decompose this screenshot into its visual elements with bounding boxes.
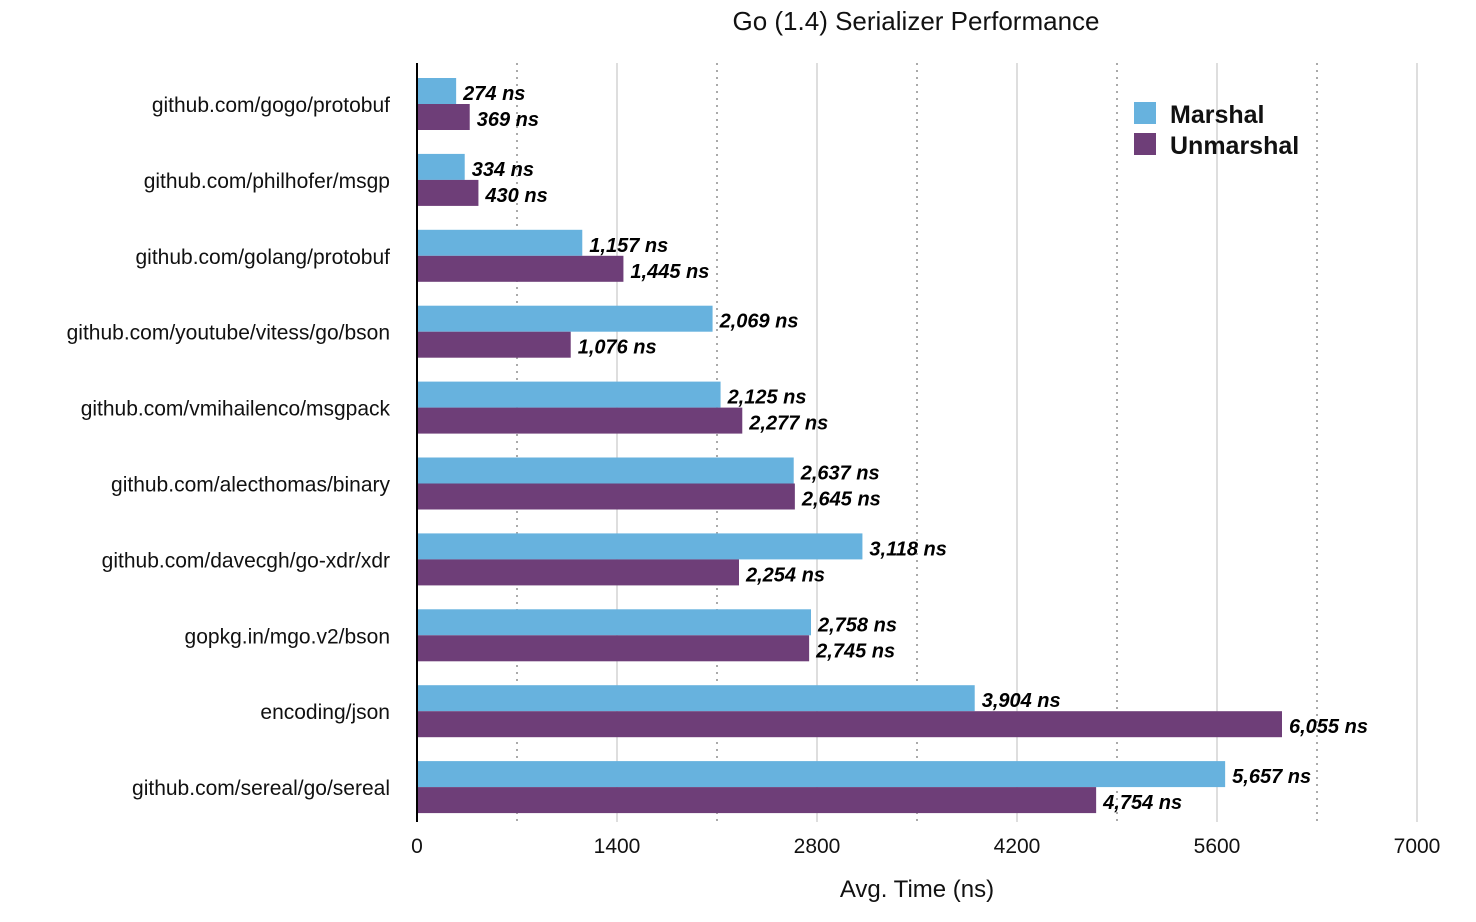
legend-label-marshal: Marshal — [1170, 101, 1264, 129]
data-label: 6,055 ns — [1289, 716, 1368, 738]
category-label: encoding/json — [260, 701, 390, 724]
legend: Marshal Unmarshal — [1134, 101, 1299, 160]
bar-unmarshal — [417, 331, 571, 358]
x-axis-title: Avg. Time (ns) — [840, 876, 994, 903]
x-tick-label: 1400 — [594, 835, 641, 858]
bar-unmarshal — [417, 787, 1097, 814]
bar-marshal — [417, 761, 1226, 788]
data-label: 4,754 ns — [1102, 792, 1182, 814]
bar-marshal — [417, 381, 721, 408]
data-label: 3,118 ns — [869, 538, 946, 560]
bar-marshal — [417, 78, 457, 104]
data-label: 430 ns — [484, 185, 547, 207]
category-label: github.com/golang/protobuf — [135, 246, 390, 269]
data-label: 334 ns — [472, 159, 534, 181]
bar-marshal — [417, 153, 465, 180]
bar-marshal — [417, 305, 713, 332]
bar-unmarshal — [417, 711, 1282, 738]
data-label: 1,445 ns — [630, 261, 709, 283]
bar-unmarshal — [417, 104, 470, 130]
category-label: gopkg.in/mgo.v2/bson — [185, 625, 390, 648]
x-tick-labels: 0 1400 2800 4200 5600 7000 — [411, 835, 1440, 858]
data-label: 274 ns — [462, 83, 525, 105]
data-label: 1,157 ns — [589, 235, 668, 257]
data-label: 2,254 ns — [745, 564, 825, 586]
chart-title: Go (1.4) Serializer Performance — [732, 6, 1099, 36]
bar-marshal — [417, 533, 863, 560]
bar-unmarshal — [417, 483, 795, 510]
category-label: github.com/philhofer/msgp — [144, 170, 390, 193]
bar-unmarshal — [417, 559, 739, 586]
bars — [417, 78, 1282, 814]
data-label: 1,076 ns — [578, 337, 657, 359]
data-label: 2,069 ns — [719, 311, 799, 333]
data-label: 2,758 ns — [817, 614, 897, 636]
data-labels: 274 ns 369 ns 334 ns 430 ns 1,157 ns 1,445 ns… — [462, 83, 1368, 814]
legend-swatch-unmarshal — [1134, 133, 1156, 155]
x-tick-label: 2800 — [794, 835, 841, 858]
category-label: github.com/gogo/protobuf — [152, 94, 390, 117]
bar-unmarshal — [417, 255, 624, 282]
x-tick-label: 0 — [411, 835, 423, 858]
category-labels: github.com/gogo/protobuf github.com/philh… — [67, 94, 391, 800]
bar-unmarshal — [417, 407, 743, 434]
legend-label-unmarshal: Unmarshal — [1170, 132, 1299, 160]
category-label: github.com/davecgh/go-xdr/xdr — [102, 549, 390, 572]
data-label: 2,277 ns — [748, 413, 828, 435]
x-tick-label: 7000 — [1394, 835, 1441, 858]
data-label: 369 ns — [477, 109, 539, 131]
bar-unmarshal — [417, 635, 810, 662]
data-label: 2,745 ns — [815, 640, 895, 662]
category-label: github.com/sereal/go/sereal — [132, 777, 390, 800]
bar-unmarshal — [417, 179, 479, 206]
data-label: 2,645 ns — [801, 489, 881, 511]
data-label: 3,904 ns — [982, 690, 1061, 712]
legend-swatch-marshal — [1134, 102, 1156, 124]
x-tick-label: 5600 — [1194, 835, 1241, 858]
data-label: 5,657 ns — [1232, 766, 1311, 788]
category-label: github.com/vmihailenco/msgpack — [81, 398, 391, 421]
bar-marshal — [417, 229, 583, 256]
bar-marshal — [417, 457, 794, 484]
category-label: github.com/youtube/vitess/go/bson — [67, 322, 390, 345]
data-label: 2,637 ns — [800, 463, 880, 485]
x-tick-label: 4200 — [994, 835, 1041, 858]
data-label: 2,125 ns — [727, 387, 807, 409]
bar-marshal — [417, 609, 811, 636]
bar-marshal — [417, 685, 975, 712]
category-label: github.com/alecthomas/binary — [111, 474, 390, 497]
